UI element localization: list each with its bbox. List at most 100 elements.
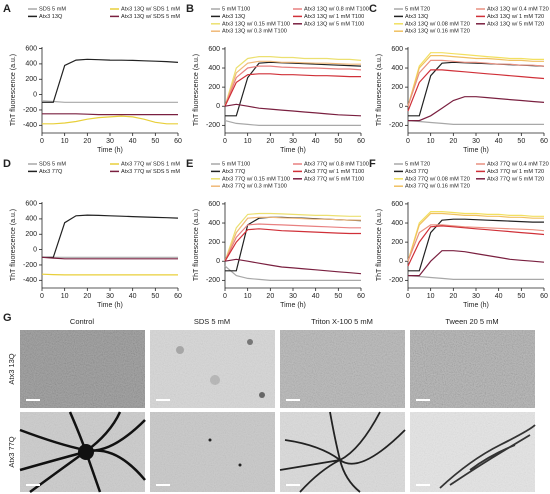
x-tick-label: 50	[517, 293, 525, 300]
y-tick-label: -200	[23, 262, 37, 269]
y-tick-label: 200	[391, 84, 403, 91]
y-tick-label: -200	[389, 277, 403, 284]
legend-label: Atx3 77Q	[39, 169, 63, 175]
data-line	[225, 61, 362, 117]
y-tick-label: 200	[208, 239, 220, 246]
y-tick-label: 0	[33, 246, 37, 253]
data-line	[41, 256, 178, 260]
panel-label: C	[369, 3, 377, 15]
data-line	[42, 214, 179, 258]
y-tick-label: 200	[391, 239, 403, 246]
micrograph	[280, 330, 405, 408]
x-tick-label: 30	[289, 293, 297, 300]
data-line	[407, 212, 544, 262]
legend-label: 5 mM T20	[405, 6, 430, 12]
y-tick-label: 200	[25, 76, 37, 83]
data-line	[224, 223, 361, 262]
legend-label: Atx3 13Q w/ SDS 1 mM	[121, 6, 180, 12]
data-line	[224, 212, 361, 262]
micrograph	[19, 411, 146, 494]
x-tick-label: 0	[40, 293, 44, 300]
data-line	[408, 250, 545, 277]
y-tick-label: 0	[399, 258, 403, 265]
data-line	[407, 225, 545, 267]
data-line	[224, 258, 362, 275]
y-axis-label: ThT fluorescence (a.u.)	[376, 54, 383, 126]
x-tick-label: 20	[449, 138, 457, 145]
legend-label: Atx3 13Q w/ 5 mM T100	[304, 21, 364, 27]
x-tick-label: 60	[174, 293, 182, 300]
data-line	[407, 55, 544, 107]
x-tick-label: 40	[495, 293, 503, 300]
x-tick-label: 60	[174, 138, 182, 145]
legend-label: Atx3 77Q w/ SDS 5 mM	[121, 169, 180, 175]
column-header: Control	[70, 317, 95, 326]
column-header: Triton X-100 5 mM	[311, 317, 373, 326]
panel-label: E	[186, 158, 193, 170]
data-line	[224, 265, 361, 281]
legend-label: Atx3 77Q w/ 0.8 mM T100	[304, 161, 369, 167]
column-header: SDS 5 mM	[194, 317, 230, 326]
x-tick-label: 60	[540, 138, 548, 145]
legend-label: Atx3 77Q	[405, 169, 429, 175]
data-line	[224, 56, 362, 107]
x-tick-label: 20	[83, 293, 91, 300]
data-line	[407, 224, 545, 262]
legend-label: Atx3 13Q	[39, 14, 63, 20]
y-tick-label: 400	[25, 61, 37, 68]
micrograph	[20, 330, 145, 408]
y-tick-label: 200	[208, 84, 220, 91]
x-tick-label: 10	[244, 293, 252, 300]
legend-label: 5 mM T20	[405, 161, 430, 167]
x-axis-label: Time (h)	[97, 147, 123, 154]
y-tick-label: 0	[216, 103, 220, 110]
y-tick-label: 400	[208, 220, 220, 227]
legend-label: Atx3 77Q w/ 0.08 mM T20	[405, 176, 470, 182]
x-tick-label: 10	[61, 293, 69, 300]
data-line	[224, 103, 362, 117]
x-tick-label: 0	[223, 138, 227, 145]
chart: A SDS 5 mM Atx3 13Q Atx3 13Q w/ SDS 1 mM Atx…	[3, 3, 182, 154]
x-tick-label: 20	[83, 138, 91, 145]
legend-label: Atx3 77Q w/ 1 mM T100	[304, 169, 364, 175]
x-tick-label: 30	[106, 138, 114, 145]
x-tick-label: 0	[223, 293, 227, 300]
y-tick-label: 600	[208, 201, 220, 208]
legend-label: Atx3 77Q w/ 1 mM T20	[487, 169, 544, 175]
panel-label: D	[3, 158, 11, 170]
legend-label: Atx3 77Q	[222, 169, 246, 175]
x-tick-label: 50	[151, 138, 159, 145]
x-tick-label: 30	[289, 138, 297, 145]
y-tick-label: 600	[391, 46, 403, 53]
y-axis-label: ThT fluorescence (a.u.)	[193, 54, 200, 126]
panel-label: B	[186, 3, 194, 15]
x-tick-label: 60	[357, 138, 365, 145]
x-axis-label: Time (h)	[463, 147, 489, 154]
legend-label: Atx3 13Q w/ 1 mM T100	[304, 14, 364, 20]
x-tick-label: 40	[312, 138, 320, 145]
y-tick-label: 0	[33, 91, 37, 98]
micrograph	[150, 412, 275, 492]
x-axis-label: Time (h)	[280, 302, 306, 309]
data-line	[224, 65, 362, 107]
data-line	[408, 96, 545, 122]
data-line	[42, 115, 178, 125]
data-line	[224, 73, 361, 107]
legend-label: 5 mM T100	[222, 6, 250, 12]
legend-label: Atx3 13Q w/ 0.3 mM T100	[222, 29, 287, 35]
y-tick-label: 400	[208, 65, 220, 72]
x-tick-label: 20	[266, 293, 274, 300]
x-tick-label: 10	[427, 293, 435, 300]
data-line	[407, 275, 544, 280]
data-line	[407, 69, 545, 112]
legend-label: Atx3 77Q w/ 0.4 mM T20	[487, 161, 549, 167]
x-tick-label: 0	[40, 138, 44, 145]
column-header: Tween 20 5 mM	[445, 317, 498, 326]
micrograph	[410, 330, 535, 408]
y-tick-label: 400	[25, 216, 37, 223]
legend-label: Atx3 13Q w/ 0.15 mM T100	[222, 21, 290, 27]
x-tick-label: 60	[357, 293, 365, 300]
y-tick-label: 0	[216, 258, 220, 265]
x-tick-label: 50	[334, 138, 342, 145]
